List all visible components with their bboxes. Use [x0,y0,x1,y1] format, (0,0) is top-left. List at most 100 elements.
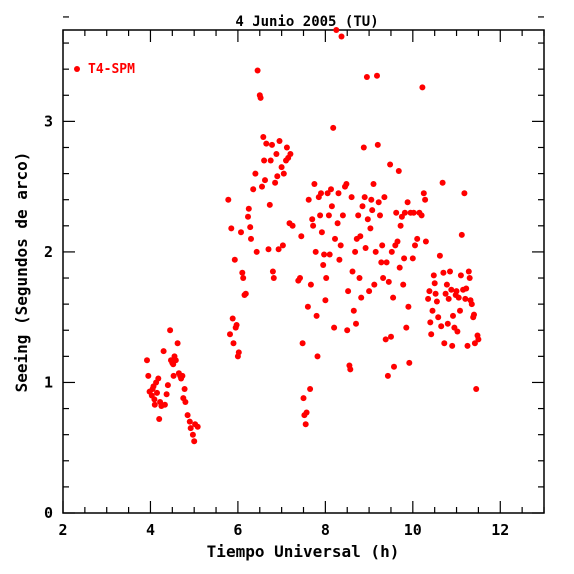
data-point [313,312,320,319]
data-point [330,124,337,131]
data-point [433,298,440,305]
x-tick-label: 8 [321,521,330,539]
data-point [303,409,310,416]
data-point [401,255,408,262]
data-point [409,255,416,262]
data-point [439,179,446,186]
data-point [349,268,356,275]
data-points [144,27,482,445]
data-point [380,275,387,281]
data-point [432,290,439,297]
data-point [245,205,252,212]
data-point [163,391,170,398]
data-point [160,348,167,355]
data-point [307,281,314,288]
data-point [304,303,311,310]
data-point [299,340,306,347]
data-point [182,399,189,405]
data-point [184,412,191,419]
data-point [403,324,410,331]
data-point [280,170,287,177]
data-point [450,312,456,319]
data-point [385,278,392,285]
data-point [279,242,286,249]
data-point [191,438,198,445]
data-point [261,157,268,164]
data-point [475,336,482,343]
data-point [272,179,279,186]
data-point [462,295,469,302]
data-point [322,297,329,304]
data-point [233,322,240,328]
data-point [353,320,359,327]
data-point [418,212,425,219]
data-point [370,181,377,187]
data-point [335,190,342,197]
data-point [194,423,201,430]
data-point [242,290,249,297]
axis-ticks [62,16,545,514]
data-point [259,183,265,190]
data-point [269,141,275,148]
data-point [395,168,402,174]
data-point [187,425,194,432]
data-point [325,212,332,219]
data-point [156,416,163,422]
data-point [289,222,296,229]
data-point [262,177,268,184]
data-point [189,431,196,438]
data-point [300,395,307,402]
data-point [419,84,426,91]
data-point [405,303,412,310]
data-point [151,396,158,403]
data-point [471,340,478,347]
data-point [390,294,397,301]
data-point [361,194,368,201]
data-point [235,349,242,356]
data-point [465,268,472,275]
y-tick-label: 1 [44,373,53,391]
data-point [267,157,274,164]
data-point [454,328,461,335]
data-point [396,264,403,271]
data-point [382,336,389,343]
x-tick-label: 12 [491,521,509,539]
data-point [328,186,334,193]
data-point [440,269,447,276]
data-point [383,259,390,266]
data-point [337,242,344,249]
data-point [358,294,365,301]
data-point [400,281,407,288]
data-point [377,212,383,219]
data-point [275,246,282,253]
data-point [352,248,359,255]
data-point [257,94,264,101]
data-point [167,327,174,334]
data-point [422,238,429,245]
data-point [186,418,193,425]
data-point [154,389,160,396]
data-point [318,229,325,236]
data-point [230,340,237,347]
data-point [310,222,317,229]
data-point [455,294,462,301]
data-point [155,375,162,382]
data-point [453,288,460,295]
data-point [317,212,324,219]
y-axis-label: Seeing (Segundos de arco) [12,152,31,393]
data-point [406,359,413,366]
data-point [444,320,451,327]
data-point [458,231,465,238]
data-point [225,196,232,203]
data-point [331,324,338,331]
data-point [429,307,436,314]
y-tick-label: 2 [44,243,53,261]
data-point [372,248,379,255]
data-point [151,401,158,408]
data-point [238,229,244,236]
data-point [252,170,259,177]
data-point [359,203,366,210]
data-point [384,372,391,379]
